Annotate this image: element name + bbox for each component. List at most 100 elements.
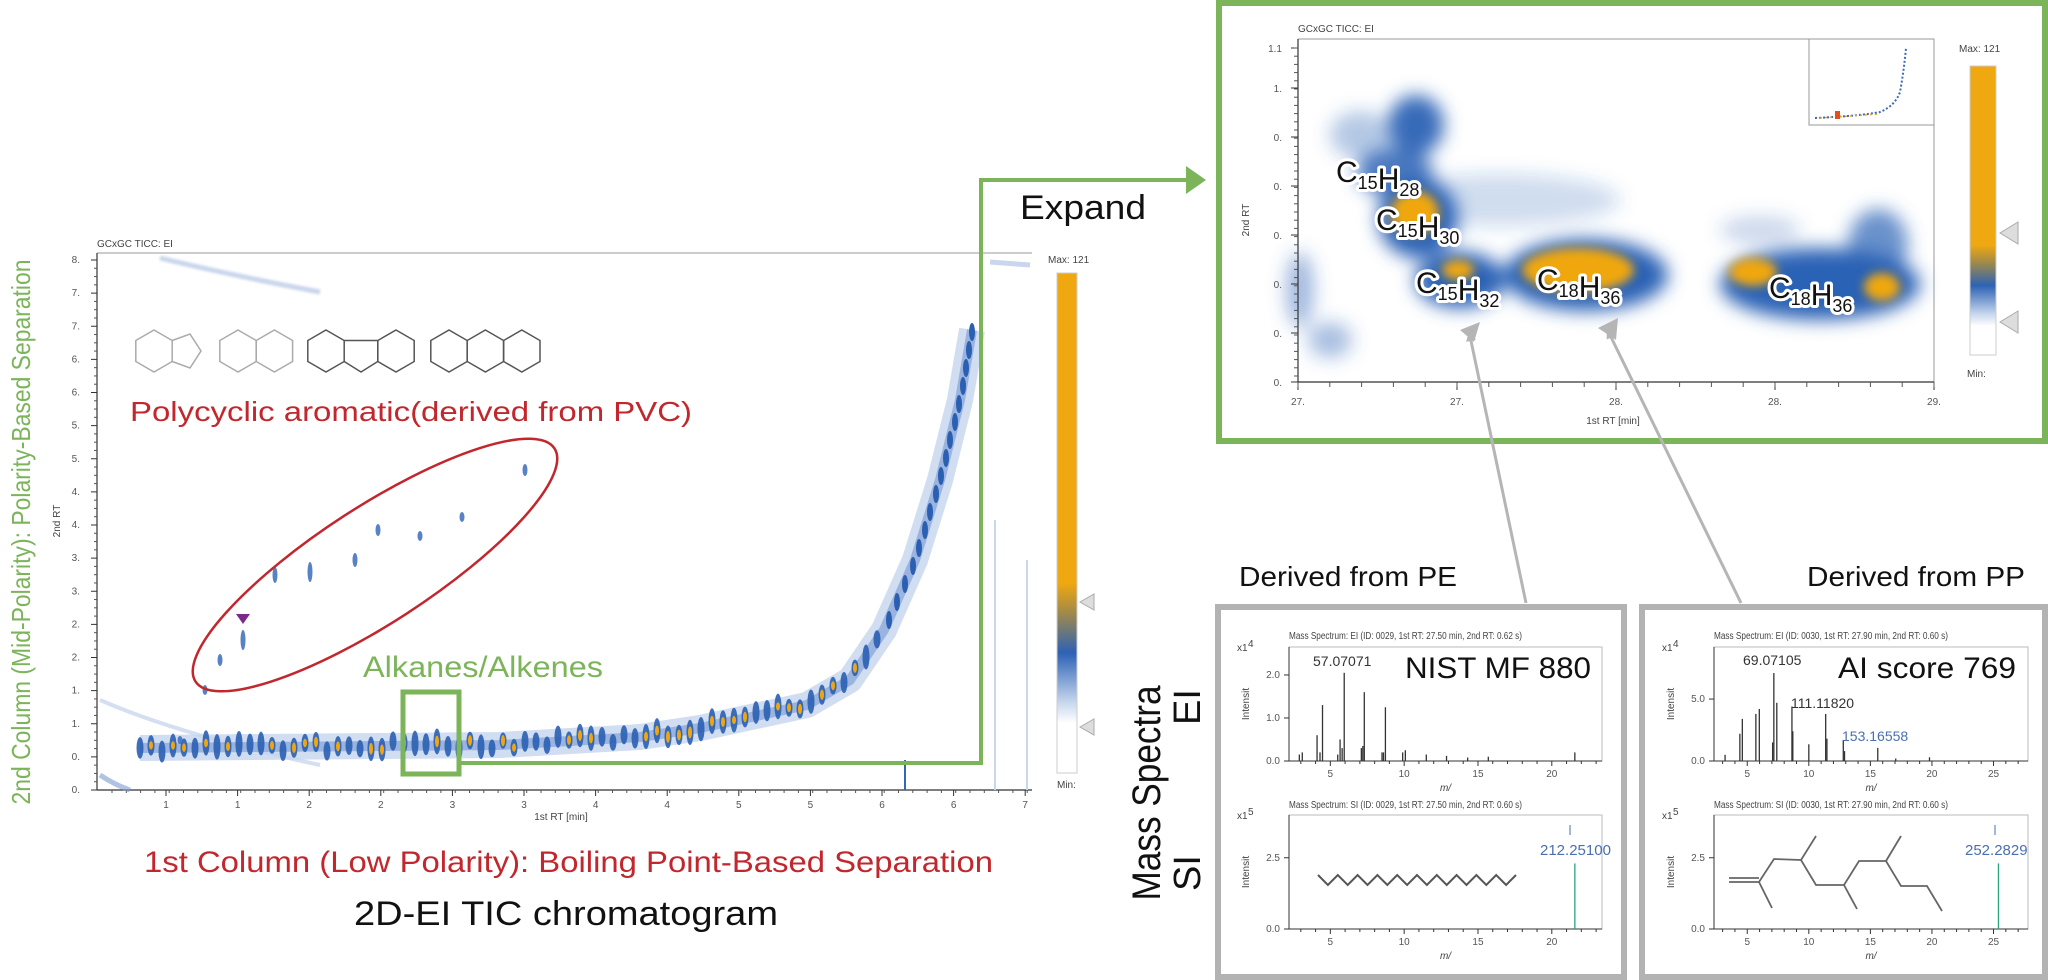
colorbar-min-label: Min: [1967,369,1986,380]
compound-label: C15H32 [1416,267,1499,311]
y-tick-label: 1. [72,686,80,697]
anthracene-structure [430,329,541,373]
y-tick-label: 0. [1274,280,1282,291]
chromatogram-spot [763,699,771,722]
arrow-head-icon [1460,322,1480,342]
chromatogram-spot [631,728,639,749]
x-axis-label: 1st RT [min] [1586,416,1640,427]
si-row-label: SI [1167,855,1209,891]
match-score: AI score 769 [1838,652,2016,685]
pah-region-ellipse [191,437,559,693]
x-tick-label: 5 [1328,769,1334,780]
x-tick-label: 15 [1472,769,1484,780]
compound-label: C15H30 [1376,204,1459,248]
chromatogram-peak [182,743,186,752]
chromatogram-spot [356,739,364,758]
chromatogram-spot [886,611,892,629]
overview-inset[interactable] [1808,38,1935,126]
heatmap-peak [1729,258,1777,286]
chromatogram-peak [732,716,736,725]
pe-si-spectrum: Mass Spectrum: SI (ID: 0029, 1st RT: 27.… [1237,800,1611,962]
x-tick-label: 2 [378,800,384,811]
chromatogram-peak [688,726,692,739]
pah-spot [240,630,246,650]
chromatogram-peak [776,702,780,711]
chromatogram-spot [389,731,397,751]
chromatogram-spot [966,341,972,359]
pah-spot [417,531,423,541]
pe-ei-spectrum: Mass Spectrum: EI (ID: 0029, 1st RT: 27.… [1237,631,1603,794]
y-tick-label: 0.0 [1691,756,1705,767]
chromatogram-spot [158,740,166,763]
expand-label: Expand [1020,189,1146,227]
colorbar-lower-handle-icon[interactable] [1999,310,2019,334]
x-tick-label: 28. [1609,397,1623,408]
spectrum-multiplier: x1 [1662,643,1673,654]
chromatogram-peak [743,711,747,723]
y-tick-label: 7. [72,288,80,299]
chromatogram-spot [257,731,265,756]
spectrum-exponent: 5 [1248,807,1254,818]
y-tick-label: 0. [72,785,80,796]
inset-frame [1808,38,1935,126]
left-chart-title: GCxGC TICC: EI [97,239,173,250]
spectrum-multiplier: x1 [1237,643,1248,654]
x-tick-label: 4 [664,800,670,811]
zoom-chart-title: GCxGC TICC: EI [1298,24,1374,35]
x-tick-group: 1 1 2 2 3 3 4 4 5 5 6 6 7 [111,790,1028,811]
colorbar-lower-handle-icon[interactable] [1078,718,1095,736]
y-axis-label: 2nd RT [52,505,63,538]
chromatogram-peak [270,740,274,750]
x-tick-label: 20 [1546,769,1558,780]
alkane-label: Alkanes/Alkenes [363,651,603,684]
chromatogram-spot [191,737,199,759]
y-tick-label: 7. [72,321,80,332]
x-tick-label: 15 [1472,937,1484,948]
x-tick-label: 25 [1988,937,2000,948]
chromatogram-peak [798,703,802,715]
selection-box[interactable] [400,689,462,777]
heatmap-blob [1308,322,1352,358]
x-tick-label: 6 [951,800,957,811]
chromatogram-spot [927,503,933,521]
chromatogram-peak [171,741,175,750]
colorbar-upper-handle-icon[interactable] [1078,593,1095,611]
spectrum-y-label: Intensit [1241,856,1252,888]
spectrum-x-label: m/ [1440,951,1452,962]
chromatogram-peak [853,663,857,673]
left-chromatogram: GCxGC TICC: EI 8. 7. 7. 6. 6. 5. 5. 4. 4. 3. 3. 2. 2… [6,239,1095,933]
expand-connector-line [459,178,1188,765]
chromatogram-peak [578,730,582,741]
y-tick-label: 2. [72,619,80,630]
chromatogram-spot [235,730,243,757]
x-tick-label: 15 [1865,769,1877,780]
y-tick-label: 0. [1274,378,1282,389]
y-tick-label: 3. [72,586,80,597]
y-tick-label: 8. [72,255,80,266]
spectrum-multiplier: x1 [1237,811,1248,822]
heatmap-blob [1720,216,1800,244]
chromatogram-peak [512,743,516,752]
chromatogram-peak [644,731,648,742]
inset-viewport-marker[interactable] [1835,111,1840,119]
chromatogram-peak [831,681,835,691]
x-tick-label: 20 [1926,937,1938,948]
chromatogram-spot [697,716,705,742]
heatmap-peak [1864,273,1900,301]
heatmap-peak [1442,260,1474,280]
spectrum-exponent: 4 [1248,639,1254,650]
y-tick-label: 0. [1274,182,1282,193]
heatmap-peak [1522,248,1634,292]
x-tick-label: 10 [1803,769,1815,780]
y-tick-label: 0. [1274,133,1282,144]
y-tick-group: 8. 7. 7. 6. 6. 5. 5. 4. 4. 3. 3. 2. 2. 1. 1. 0. 0. [72,255,97,796]
colorbar-upper-handle-icon[interactable] [1999,221,2019,245]
chromatogram-peak [721,716,725,727]
chromatogram-spot [488,739,496,758]
peak-label: 111.11820 [1791,695,1854,711]
y-tick-label: 6. [72,354,80,365]
chromatogram-peak [303,738,307,748]
chromatogram-peak [369,742,373,755]
y-tick-label: 6. [72,388,80,399]
